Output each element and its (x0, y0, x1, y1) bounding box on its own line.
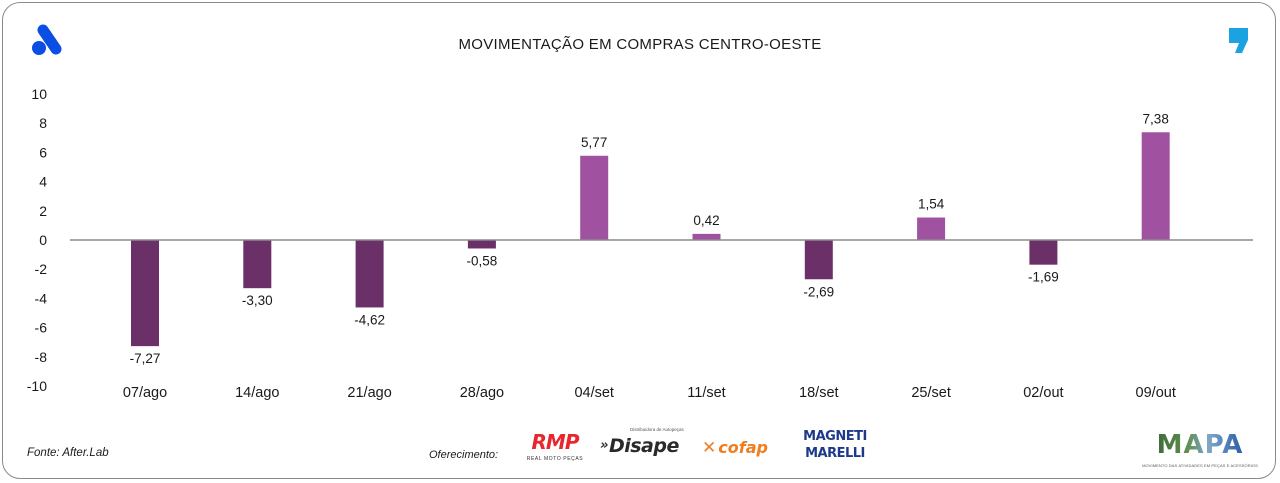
y-tick-label: 10 (31, 86, 47, 102)
sponsor-cofap-name: cofap (718, 438, 768, 457)
x-tick-label: 25/set (911, 385, 951, 401)
sponsor-logo-magneti-marelli: MAGNETI MARELLI (800, 428, 870, 462)
data-labels: -7,27 -3,30 -4,62 -0,58 5,77 0,42 -2,69 1,54 -1,… (130, 111, 1169, 366)
mapa-logo: MAPA MOVIMENTO DAS ATIVIDADES EM PEÇAS E… (1140, 429, 1260, 470)
sponsor-disape-tagline: Distribuidora de Autopeças (630, 427, 684, 432)
y-tick-label: -8 (35, 349, 48, 365)
bar-02-out (1029, 240, 1058, 265)
sponsor-cofap-x-icon: ✕ (702, 438, 717, 457)
bar-11-set (692, 233, 721, 240)
brand-a-logo-icon (32, 24, 62, 55)
y-tick-label: -2 (35, 261, 48, 277)
x-tick-label: 14/ago (235, 385, 279, 401)
data-label: -4,62 (354, 312, 385, 327)
y-axis-ticks: 10 8 6 4 2 0 -2 -4 -6 -8 -10 (27, 86, 47, 394)
y-tick-label: 2 (39, 203, 47, 219)
bar-21-ago (355, 240, 384, 308)
y-tick-label: -4 (35, 290, 48, 306)
x-tick-label: 04/set (574, 385, 614, 401)
y-tick-label: -10 (27, 378, 47, 394)
data-label: -0,58 (467, 253, 498, 268)
x-tick-label: 02/out (1023, 385, 1063, 401)
sponsor-disape-chevron-icon: » (600, 438, 608, 453)
bar-07-ago (131, 240, 159, 347)
sponsor-rmp-name: RMP (531, 430, 580, 454)
y-tick-label: -6 (35, 320, 48, 336)
data-label: -1,69 (1028, 270, 1059, 285)
sponsor-marelli-line1: MAGNETI (803, 429, 867, 444)
x-tick-label: 07/ago (123, 385, 167, 401)
y-tick-label: 0 (39, 232, 47, 248)
bar-14-ago (243, 240, 272, 289)
bars (131, 132, 1170, 347)
mapa-logo-tagline: MOVIMENTO DAS ATIVIDADES EM PEÇAS E ACES… (1142, 463, 1258, 468)
bar-18-set (804, 240, 833, 280)
y-tick-label: 8 (39, 115, 47, 131)
x-tick-label: 09/out (1136, 385, 1176, 401)
data-label: 1,54 (918, 197, 945, 212)
source-note: Fonte: After.Lab (27, 447, 109, 459)
x-tick-label: 28/ago (460, 385, 504, 401)
y-tick-label: 6 (39, 144, 47, 160)
bar-09-out (1141, 132, 1170, 240)
sponsor-logo-disape: Distribuidora de Autopeças »Disape (600, 426, 696, 459)
data-label: 7,38 (1143, 111, 1169, 126)
bar-25-set (917, 217, 946, 240)
data-label: 5,77 (581, 135, 607, 150)
sponsor-marelli-line2: MARELLI (805, 446, 865, 461)
bar-04-set (580, 155, 609, 240)
data-label: 0,42 (693, 213, 719, 228)
x-tick-label: 18/set (799, 385, 839, 401)
bar-28-ago (467, 240, 496, 249)
data-label: -3,30 (242, 293, 273, 308)
x-tick-label: 21/ago (347, 385, 391, 401)
sponsor-logo-cofap: ✕ cofap (702, 436, 796, 460)
mapa-logo-name: MAPA (1156, 430, 1244, 460)
sponsor-label: Oferecimento: (429, 449, 499, 461)
y-tick-label: 4 (39, 174, 47, 190)
data-label: -2,69 (803, 284, 834, 299)
sponsor-disape-name: Disape (608, 435, 679, 457)
bar-chart: 10 8 6 4 2 0 -2 -4 -6 -8 -10 -7,27 -3,30 -4,62 -0,58 5… (27, 86, 1253, 401)
brand-comma-logo-icon (1229, 28, 1248, 53)
x-axis-ticks: 07/ago 14/ago 21/ago 28/ago 04/set 11/set 18/s… (123, 385, 1176, 401)
chart-title: MOVIMENTAÇÃO EM COMPRAS CENTRO-OESTE (458, 36, 822, 53)
x-tick-label: 11/set (687, 385, 725, 401)
sponsor-rmp-tagline: REAL MOTO PEÇAS (526, 456, 584, 462)
data-label: -7,27 (130, 351, 161, 366)
sponsor-logo-rmp: RMP REAL MOTO PEÇAS (516, 430, 594, 463)
